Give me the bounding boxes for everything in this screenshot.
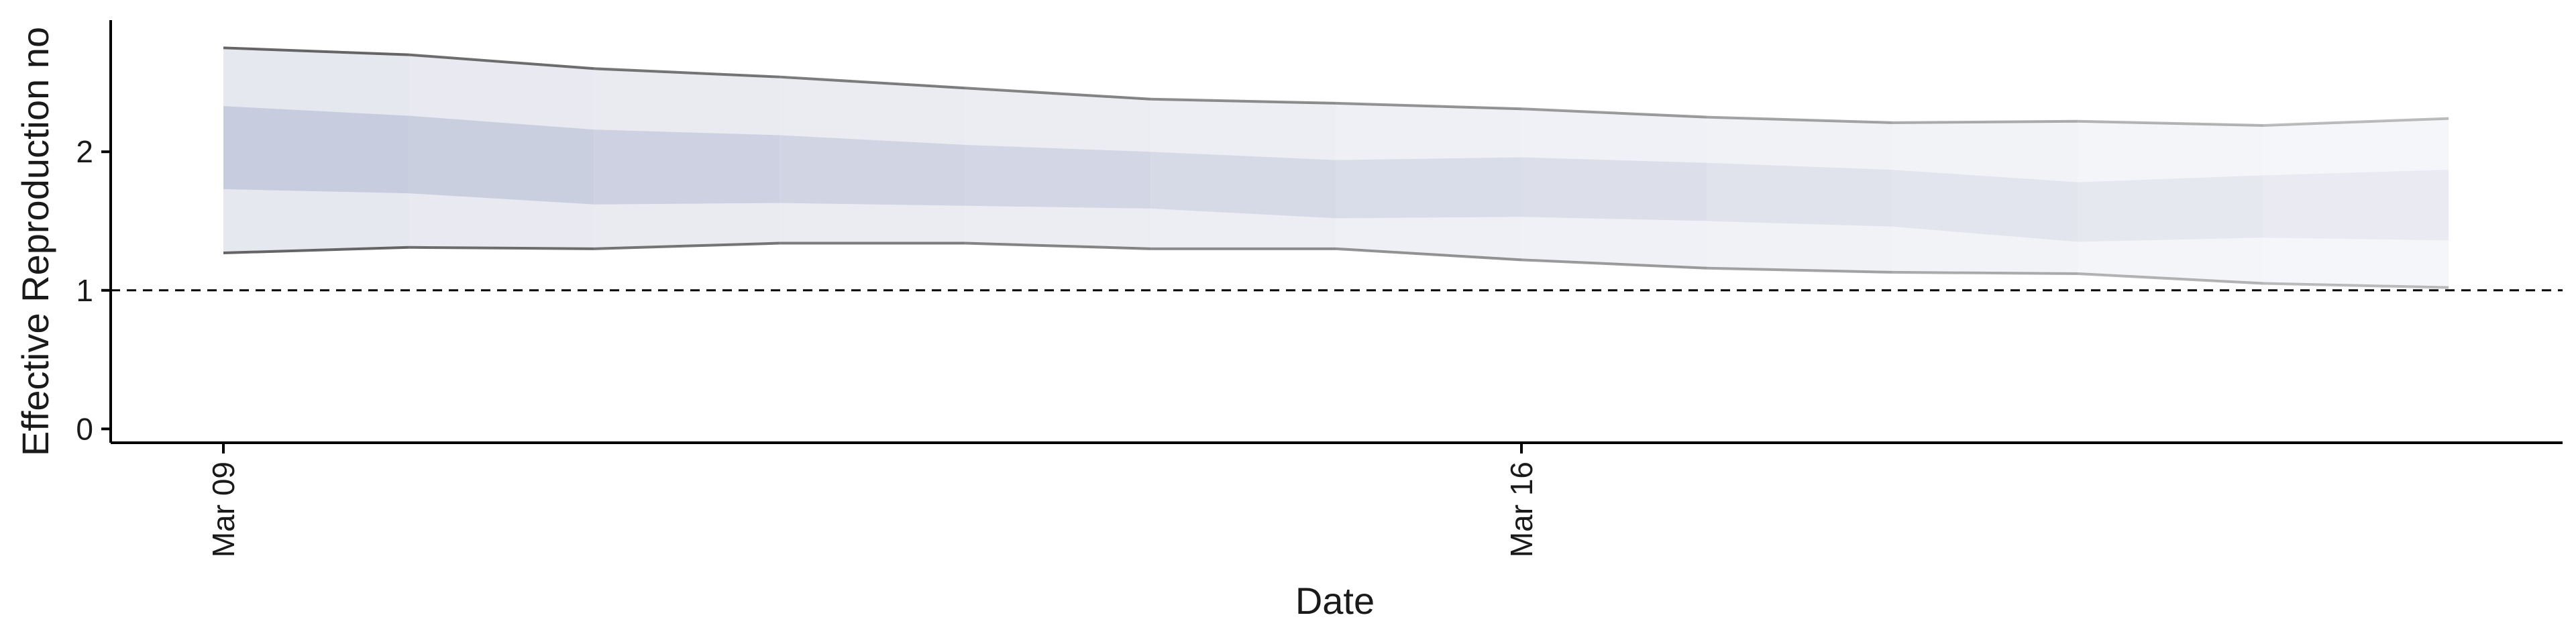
lower-bound-line-segment <box>1336 247 1522 262</box>
outer-band-upper-segment <box>1521 109 1707 163</box>
outer-band-upper-segment <box>2263 118 2449 176</box>
x-axis-title: Date <box>1295 580 1375 622</box>
lower-bound-line-segment <box>1521 258 1707 270</box>
y-tick-label: 0 <box>76 411 93 446</box>
interval-outlines <box>223 46 2449 289</box>
inner-band-segment <box>594 129 780 205</box>
outer-band-lower-segment <box>594 203 780 249</box>
outer-band-lower-segment <box>1892 226 2078 274</box>
upper-bound-line-segment <box>2263 117 2449 127</box>
outer-band-lower-segment <box>1336 217 1521 260</box>
inner-band-segment <box>1150 152 1336 219</box>
outer-band-upper-segment <box>1150 99 1336 160</box>
x-ticks: Mar 09 Mar 16 <box>206 443 1539 557</box>
upper-bound-line-segment <box>1521 107 1707 119</box>
outer-band-lower-segment <box>965 205 1151 249</box>
outer-band-lower-segment <box>409 193 594 249</box>
outer-band-lower-segment <box>2078 237 2263 284</box>
outer-band-lower-segment <box>780 203 965 244</box>
plot-area <box>111 46 2563 292</box>
lower-bound-line-segment <box>2263 282 2449 289</box>
outer-band-upper-segment <box>1336 103 1521 160</box>
y-axis-title: Effective Reproduction no <box>14 27 56 456</box>
inner-band-segment <box>1707 162 1892 227</box>
inner-band-segment <box>1892 170 2078 242</box>
x-axis: Mar 09 Mar 16 Date <box>111 441 2563 622</box>
outer-band-lower-segment <box>2263 237 2449 288</box>
outer-band-lower-segment <box>1150 208 1336 249</box>
inner-band-segment <box>2263 170 2449 241</box>
outer-band-upper-segment <box>223 48 409 116</box>
inner-band-segment <box>1336 157 1521 219</box>
inner-band-segment <box>223 106 409 194</box>
upper-bound-line-segment <box>1150 97 1336 105</box>
lower-bound-line-segment <box>223 246 409 255</box>
upper-bound-line-segment <box>1707 115 1892 124</box>
outer-band-lower-segment <box>1521 217 1707 268</box>
outer-band-upper-segment <box>1892 121 2078 182</box>
inner-band-segment <box>1521 157 1707 221</box>
interval-bands <box>223 48 2449 288</box>
outer-band-lower-segment <box>223 189 409 254</box>
inner-band-segment <box>780 135 965 206</box>
outer-band-upper-segment <box>409 54 594 130</box>
y-axis: 0 1 2 Effective Reproduction no <box>14 20 112 456</box>
y-tick-label: 1 <box>76 273 93 308</box>
outer-band-upper-segment <box>2078 121 2263 182</box>
y-tick-label: 2 <box>76 134 93 169</box>
inner-band-segment <box>965 144 1151 209</box>
x-tick-label: Mar 09 <box>206 462 241 557</box>
lower-bound-line-segment <box>409 246 594 250</box>
outer-band-upper-segment <box>594 68 780 136</box>
upper-bound-line-segment <box>780 75 965 90</box>
y-ticks: 0 1 2 <box>76 134 111 446</box>
upper-bound-line-segment <box>2078 119 2263 127</box>
lower-bound-line-segment <box>965 241 1151 250</box>
lower-bound-line-segment <box>594 241 780 250</box>
upper-bound-line-segment <box>1892 119 2078 124</box>
upper-bound-line-segment <box>409 53 595 70</box>
upper-bound-line-segment <box>594 67 780 78</box>
outer-band-lower-segment <box>1707 221 1892 272</box>
upper-bound-line-segment <box>965 87 1151 101</box>
upper-bound-line-segment <box>1336 101 1522 111</box>
lower-bound-line-segment <box>2078 272 2263 285</box>
x-tick-label: Mar 16 <box>1504 462 1539 557</box>
outer-band-upper-segment <box>965 88 1151 152</box>
upper-bound-line-segment <box>223 46 409 56</box>
inner-band-segment <box>2078 175 2263 242</box>
outer-band-upper-segment <box>780 76 965 145</box>
lower-bound-line-segment <box>1892 270 2078 275</box>
inner-band-segment <box>409 115 594 205</box>
outer-band-upper-segment <box>1707 117 1892 170</box>
lower-bound-line-segment <box>1707 266 1892 274</box>
